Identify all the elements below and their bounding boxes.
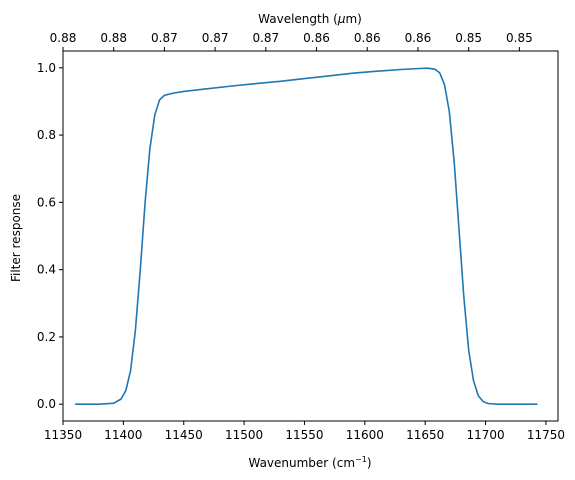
- top-tick-label: 0.86: [354, 31, 381, 45]
- axes-frame: [62, 50, 559, 422]
- y-tick-label: 0.6: [37, 195, 56, 209]
- x-tick-label: 11650: [406, 428, 444, 442]
- y-axis-label: Filter response: [9, 194, 23, 282]
- left-axis-ticks: 0.0 0.2 0.4 0.6 0.8 1.0: [37, 61, 63, 411]
- x-tick-label: 11400: [104, 428, 142, 442]
- x-axis-label-top: Wavelength (μm): [258, 12, 362, 26]
- y-tick-label: 0.8: [37, 128, 56, 142]
- y-tick-label: 1.0: [37, 61, 56, 75]
- top-tick-label: 0.85: [506, 31, 533, 45]
- top-tick-label: 0.87: [151, 31, 178, 45]
- x-tick-label: 11750: [527, 428, 565, 442]
- plot-area: [75, 67, 538, 406]
- top-tick-label: 0.86: [405, 31, 432, 45]
- top-tick-label: 0.88: [100, 31, 127, 45]
- x-axis-label-bottom: Wavenumber (cm−1): [248, 455, 371, 470]
- y-tick-label: 0.2: [37, 330, 56, 344]
- x-tick-label: 11500: [225, 428, 263, 442]
- top-tick-label: 0.87: [202, 31, 229, 45]
- top-axis-ticks: 0.88 0.88 0.87 0.87 0.87 0.86 0.86 0.86 0.85 0.85: [50, 31, 533, 51]
- x-tick-label: 11350: [44, 428, 82, 442]
- top-tick-label: 0.85: [455, 31, 482, 45]
- top-tick-label: 0.88: [50, 31, 77, 45]
- y-tick-label: 0.0: [37, 397, 56, 411]
- bottom-axis-ticks: 11350 11400 11450 11500 11550 11600 11650 11700…: [44, 421, 565, 442]
- x-tick-label: 11450: [165, 428, 203, 442]
- x-tick-label: 11600: [346, 428, 384, 442]
- filter-response-line: [75, 67, 538, 406]
- top-tick-label: 0.87: [252, 31, 279, 45]
- x-tick-label: 11700: [466, 428, 504, 442]
- top-tick-label: 0.86: [303, 31, 330, 45]
- x-tick-label: 11550: [285, 428, 323, 442]
- y-tick-label: 0.4: [37, 263, 56, 277]
